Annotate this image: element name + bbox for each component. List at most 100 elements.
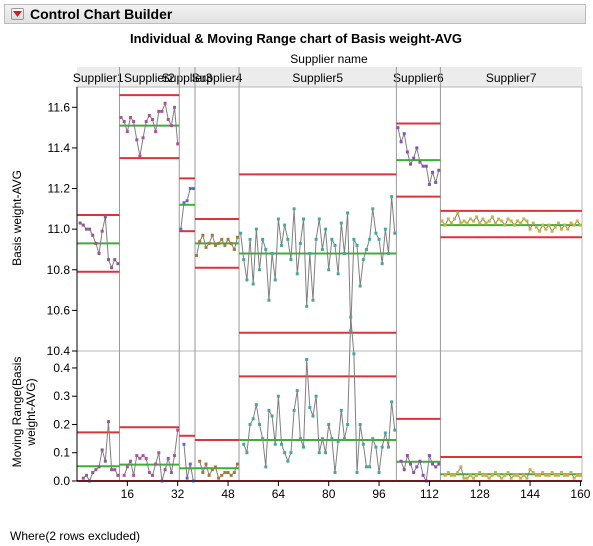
individual-point [427,182,431,186]
moving-range-point [352,352,356,356]
individual-point [210,233,214,237]
moving-range-point [346,422,350,426]
moving-range-point [298,437,302,441]
moving-range-point [512,473,516,477]
individual-point [500,219,504,223]
moving-range-point [280,442,284,446]
moving-range-point [204,462,208,466]
individual-point [534,225,538,229]
moving-range-point [220,473,224,477]
moving-range-point [100,448,104,452]
individual-point [182,201,186,205]
individual-point [506,217,510,221]
individual-point [415,146,419,150]
moving-range-point [267,408,271,412]
moving-range-point [81,476,85,480]
individual-point [330,237,334,241]
moving-range-point [103,459,107,463]
individual-point [122,120,126,124]
moving-range-line-supplier2 [123,430,179,482]
moving-range-y-tick-label: 0.4 [53,361,70,375]
moving-range-point [330,437,334,441]
disclosure-triangle-icon[interactable] [11,8,24,20]
moving-range-point [569,471,573,475]
individual-point [84,227,88,231]
individual-point [490,215,494,219]
moving-range-point [490,473,494,477]
individual-point [286,237,290,241]
individual-point [497,217,501,221]
moving-range-point [110,468,114,472]
individual-point [245,278,249,282]
individual-point [493,221,497,225]
phase-label-supplier7: Supplier7 [486,71,537,85]
individual-point [393,231,397,235]
moving-range-point [141,454,145,458]
moving-range-point [333,471,337,475]
moving-range-point [128,459,132,463]
individual-point [449,221,453,225]
individual-point [405,150,409,154]
moving-range-point [226,471,230,475]
moving-range-point [427,454,431,458]
individual-point [515,219,519,223]
individual-point [572,223,576,227]
moving-range-point [453,473,457,477]
moving-range-point [550,471,554,475]
individual-y-tick-label: 11.0 [48,222,71,236]
moving-range-point [144,456,148,460]
individual-point [276,217,280,221]
individual-point [254,227,258,231]
individual-point [110,266,114,270]
individual-point [399,140,403,144]
moving-range-point [544,473,548,477]
individual-point [201,233,205,237]
moving-range-point [97,465,101,469]
individual-point [88,227,92,231]
individual-point [157,109,161,113]
moving-range-point [229,473,233,477]
individual-point [147,113,151,117]
individual-point [179,227,183,231]
moving-range-point [292,408,296,412]
moving-range-point [383,431,387,435]
moving-range-point [283,451,287,455]
moving-range-point [409,462,413,466]
moving-range-point [251,417,255,421]
individual-point [261,237,265,241]
individual-point [119,115,123,119]
phase-dividers [118,67,441,481]
individual-point [352,237,356,241]
moving-range-point [261,437,265,441]
moving-range-point [327,422,331,426]
moving-range-point [377,471,381,475]
individual-point [320,247,324,251]
individual-point [468,217,472,221]
individual-point [138,154,142,158]
individual-point [484,221,488,225]
individual-point [459,221,463,225]
individual-y-tick-label: 10.6 [47,303,71,317]
moving-range-point [91,471,95,475]
individual-point [78,221,82,225]
moving-range-point [456,471,460,475]
moving-range-point [270,414,274,418]
individual-point [207,241,211,245]
individual-point [116,262,120,266]
individual-point [91,233,95,237]
individual-point [478,221,482,225]
x-tick-label: 144 [520,487,540,501]
moving-range-point [412,471,416,475]
individual-point [324,227,328,231]
individual-point [141,136,145,140]
individual-point [528,227,532,231]
individual-point [132,120,136,124]
moving-range-plot-frame [76,350,583,482]
moving-range-point [349,315,353,319]
individual-point [188,187,192,191]
moving-range-point [465,476,469,480]
moving-range-point [116,473,120,477]
moving-range-point [415,465,419,469]
individual-point [380,262,384,266]
moving-range-point [563,473,567,477]
